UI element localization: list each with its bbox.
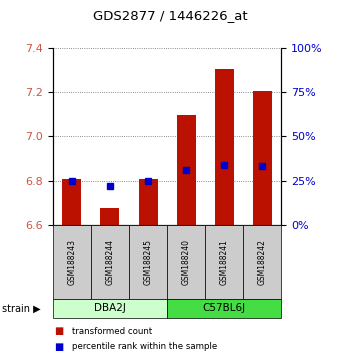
- Text: strain ▶: strain ▶: [2, 303, 40, 313]
- Bar: [253, 91, 272, 225]
- Text: GSM188244: GSM188244: [105, 239, 115, 285]
- Text: GDS2877 / 1446226_at: GDS2877 / 1446226_at: [93, 9, 248, 22]
- Text: GSM188241: GSM188241: [220, 239, 229, 285]
- Text: ■: ■: [55, 342, 64, 352]
- Bar: [62, 179, 81, 225]
- Bar: [215, 69, 234, 225]
- Text: GSM188240: GSM188240: [182, 239, 191, 285]
- Text: GSM188245: GSM188245: [144, 239, 152, 285]
- Text: GSM188242: GSM188242: [258, 239, 267, 285]
- Text: transformed count: transformed count: [72, 327, 152, 336]
- Text: percentile rank within the sample: percentile rank within the sample: [72, 342, 217, 352]
- Bar: [138, 179, 158, 225]
- Text: GSM188243: GSM188243: [68, 239, 76, 285]
- Text: C57BL6J: C57BL6J: [203, 303, 246, 313]
- Text: ■: ■: [55, 326, 64, 336]
- Bar: [101, 208, 119, 225]
- Text: DBA2J: DBA2J: [94, 303, 126, 313]
- Bar: [177, 115, 196, 225]
